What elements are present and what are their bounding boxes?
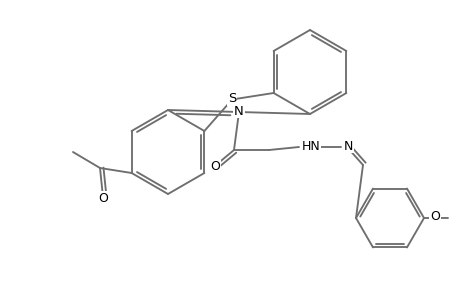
Text: O: O (98, 191, 108, 205)
Text: S: S (228, 92, 236, 105)
Text: O: O (429, 211, 439, 224)
Text: O: O (210, 160, 219, 172)
Text: N: N (343, 140, 353, 152)
Text: HN: HN (302, 140, 320, 152)
Text: N: N (234, 104, 243, 118)
